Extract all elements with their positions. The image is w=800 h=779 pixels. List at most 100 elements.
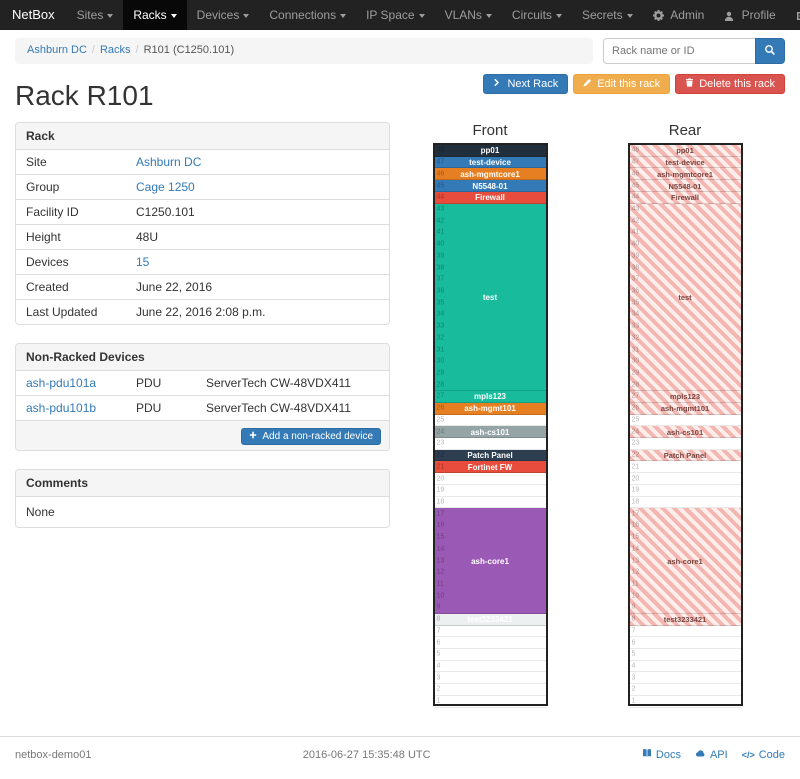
device-pp01[interactable]: pp01 [434, 145, 546, 157]
device-fortinet-fw[interactable]: Fortinet FW [434, 461, 546, 474]
unit-number: 12 [436, 568, 445, 576]
unit-number: 45 [436, 182, 445, 190]
delete-rack-label: Delete this rack [699, 78, 775, 90]
device-ash-mgmtcore1[interactable]: ash-mgmtcore1 [629, 168, 741, 181]
next-rack-button[interactable]: Next Rack [483, 74, 569, 94]
unit-number: 15 [631, 533, 640, 541]
device-firewall[interactable]: Firewall [629, 191, 741, 204]
device-ash-mgmtcore1[interactable]: ash-mgmtcore1 [434, 168, 546, 181]
unit-number: 21 [436, 463, 445, 471]
edit-rack-label: Edit this rack [597, 78, 661, 90]
unit-number: 2 [631, 685, 636, 693]
device-mpls123[interactable]: mpls123 [629, 391, 741, 403]
unit-number: 16 [436, 521, 445, 529]
trash-icon [685, 78, 694, 90]
unit-number: 6 [436, 639, 441, 647]
device-ash-core1[interactable]: ash-core1 [434, 508, 546, 614]
footer-code-label: Code [758, 748, 785, 761]
device-mpls123[interactable]: mpls123 [434, 391, 546, 403]
device-link-ash-pdu101a[interactable]: ash-pdu101a [26, 376, 97, 390]
rack-attr-last-updated: Last Updated June 22, 2016 2:08 p.m. [16, 300, 389, 324]
device-test[interactable]: test [434, 203, 546, 392]
brand-netbox[interactable]: NetBox [12, 7, 55, 22]
device-test3233421[interactable]: test3233421 [434, 613, 546, 626]
nav-item-secrets[interactable]: Secrets [572, 0, 643, 30]
device-role-cell: PDU [136, 401, 162, 415]
link-cage-1250[interactable]: Cage 1250 [136, 180, 195, 194]
device-ash-mgmt101[interactable]: ash-mgmt101 [434, 402, 546, 415]
rack-unit: 21 [629, 461, 741, 474]
device-ash-mgmt101[interactable]: ash-mgmt101 [629, 402, 741, 415]
edit-rack-button[interactable]: Edit this rack [573, 74, 671, 94]
pencil-icon [583, 78, 592, 90]
nav-item-sites[interactable]: Sites [67, 0, 124, 30]
add-non-racked-device-label: Add a non-racked device [262, 431, 373, 442]
device-test-device[interactable]: test-device [629, 156, 741, 169]
device-test[interactable]: test [629, 203, 741, 392]
attr-label: Last Updated [26, 305, 98, 319]
nav-admin[interactable]: Admin [643, 0, 715, 30]
nav-item-devices[interactable]: Devices [187, 0, 260, 30]
link-ashburn-dc[interactable]: Ashburn DC [136, 155, 202, 169]
attr-value: Ashburn DC [136, 155, 201, 169]
nav-log-out[interactable]: Log out [786, 0, 800, 30]
footer-link-code[interactable]: </> Code [742, 748, 785, 761]
device-test3233421[interactable]: test3233421 [629, 613, 741, 626]
unit-number: 29 [631, 369, 640, 377]
device-patch-panel[interactable]: Patch Panel [434, 449, 546, 462]
unit-number: 14 [631, 545, 640, 553]
nav-right-menu: Admin Profile Log out [643, 0, 800, 30]
device-test-device[interactable]: test-device [434, 156, 546, 169]
nav-item-connections[interactable]: Connections [259, 0, 356, 30]
nav-item-racks[interactable]: Racks [123, 0, 187, 30]
unit-number: 48 [631, 146, 640, 154]
breadcrumb-item-ashburn-dc[interactable]: Ashburn DC [27, 44, 87, 56]
search-button[interactable] [755, 38, 785, 64]
unit-number: 20 [436, 475, 445, 483]
nav-item-vlans[interactable]: VLANs [435, 0, 502, 30]
delete-rack-button[interactable]: Delete this rack [675, 74, 785, 94]
unit-number: 7 [631, 627, 636, 635]
device-firewall[interactable]: Firewall [434, 191, 546, 204]
rack-panel-title: Rack [16, 123, 389, 150]
device-n5548-01[interactable]: N5548-01 [434, 180, 546, 192]
chevron-down-icon [485, 13, 492, 18]
device-link-ash-pdu101b[interactable]: ash-pdu101b [26, 401, 97, 415]
page-footer: netbox-demo01 2016-06-27 15:35:48 UTC Do… [0, 736, 800, 779]
nav-menu: Sites Racks Devices Connections IP Space VLAN… [67, 0, 643, 30]
unit-number: 34 [436, 310, 445, 318]
rack-unit: 18 [434, 497, 546, 509]
unit-number: 20 [631, 475, 640, 483]
non-racked-panel-title: Non-Racked Devices [16, 344, 389, 371]
device-ash-cs101[interactable]: ash-cs101 [434, 426, 546, 438]
nav-profile[interactable]: Profile [714, 0, 785, 30]
rack-attr-site: Site Ashburn DC [16, 150, 389, 175]
footer-link-api[interactable]: API [695, 748, 728, 761]
device-ash-core1[interactable]: ash-core1 [629, 508, 741, 614]
nav-item-ip-space[interactable]: IP Space [356, 0, 434, 30]
unit-number: 32 [631, 334, 640, 342]
add-non-racked-device-button[interactable]: Add a non-racked device [241, 428, 381, 445]
front-elevation-title: Front [472, 122, 508, 139]
unit-number: 35 [436, 299, 445, 307]
unit-number: 26 [436, 404, 445, 412]
link-15[interactable]: 15 [136, 255, 150, 269]
device-n5548-01[interactable]: N5548-01 [629, 180, 741, 192]
footer-link-docs[interactable]: Docs [642, 748, 681, 761]
unit-number: 11 [436, 580, 444, 588]
breadcrumb-item-r101-c1250-101: R101 (C1250.101) [143, 44, 235, 56]
unit-number: 47 [436, 158, 445, 166]
breadcrumb-item-racks[interactable]: Racks [99, 44, 131, 56]
rear-rack-elevation: 48 47 46 45 44 43 42 41 40 39 38 37 36 35 34 33 32 31 30 29… [627, 143, 743, 708]
rack-search-input[interactable] [603, 38, 755, 64]
attr-label: Height [26, 230, 61, 244]
rack-search-box [603, 38, 785, 64]
device-ash-cs101[interactable]: ash-cs101 [629, 426, 741, 438]
unit-number: 43 [436, 205, 445, 213]
device-pp01[interactable]: pp01 [629, 145, 741, 157]
nav-item-circuits[interactable]: Circuits [502, 0, 572, 30]
device-patch-panel[interactable]: Patch Panel [629, 449, 741, 462]
unit-number: 40 [436, 240, 445, 248]
chevron-down-icon [340, 13, 347, 18]
rack-unit: 7 [629, 626, 741, 638]
